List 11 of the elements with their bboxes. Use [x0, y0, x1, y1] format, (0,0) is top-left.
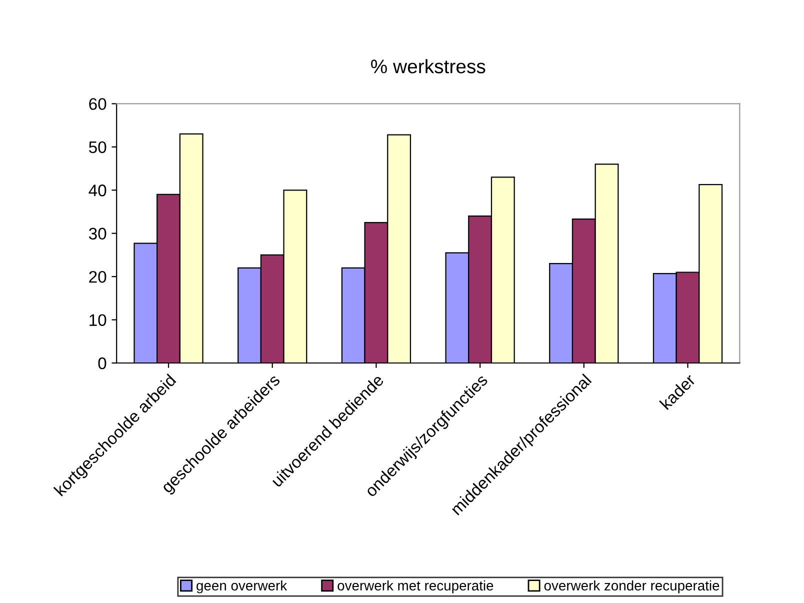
y-tick-label: 0 [98, 357, 106, 370]
y-tick-label: 60 [89, 98, 106, 110]
y-tick-label: 40 [88, 184, 106, 196]
y-tick-label: 10 [90, 314, 106, 326]
y-tick-label: 50 [88, 141, 106, 154]
y-tick-label: 20 [89, 270, 106, 283]
y-tick-label: 30 [88, 228, 106, 240]
legend-label: geen overwerk [196, 580, 288, 594]
chart-title: % werkstress [371, 59, 486, 74]
legend-label: overwerk met recuperatie [338, 580, 494, 594]
legend-label: overwerk zonder recuperatie [544, 580, 720, 594]
